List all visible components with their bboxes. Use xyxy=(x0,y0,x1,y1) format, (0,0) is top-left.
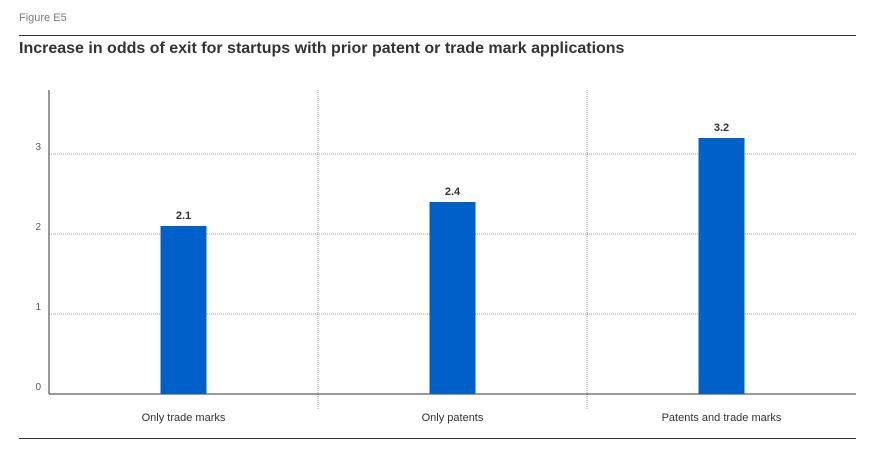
data-label: 2.4 xyxy=(445,186,461,198)
bar xyxy=(429,202,476,394)
label-layer: 0 1 2 3 2.1 Only trade marks 2.4 Only patents 3.… xyxy=(35,122,781,424)
x-tick-label: Only trade marks xyxy=(142,412,226,424)
y-tick-label: 3 xyxy=(35,142,41,153)
y-tick-label: 2 xyxy=(35,222,41,233)
figure-label: Figure E5 xyxy=(19,12,67,24)
data-label: 3.2 xyxy=(714,122,729,134)
bottom-rule xyxy=(19,438,856,439)
top-rule xyxy=(19,35,856,36)
bar xyxy=(698,138,745,394)
bar xyxy=(160,226,207,394)
data-label: 2.1 xyxy=(176,210,191,222)
x-tick-label: Only patents xyxy=(422,412,484,424)
bar-layer xyxy=(160,138,745,394)
y-tick-label: 1 xyxy=(35,302,41,313)
chart-title: Increase in odds of exit for startups wi… xyxy=(19,40,625,57)
y-tick-label: 0 xyxy=(35,382,41,393)
x-tick-label: Patents and trade marks xyxy=(662,412,782,424)
